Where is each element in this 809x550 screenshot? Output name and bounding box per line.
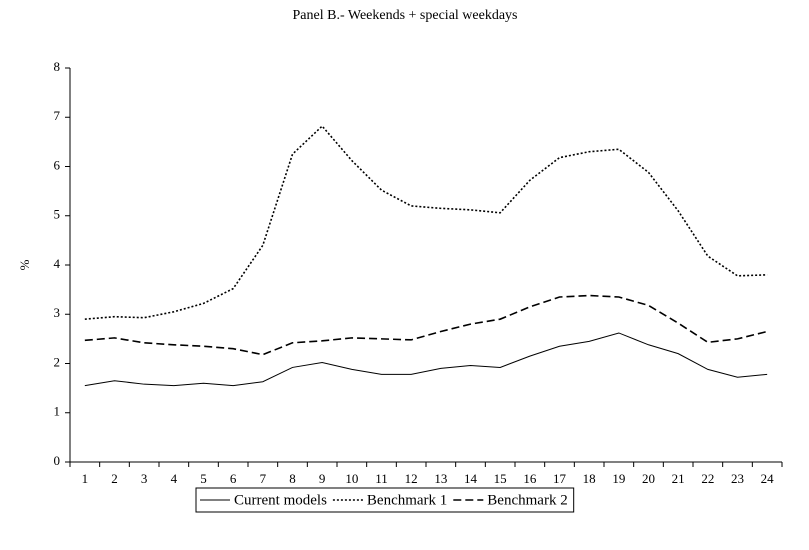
x-tick-label: 5 [200,471,207,486]
y-tick-label: 6 [54,157,61,172]
x-tick-label: 7 [260,471,267,486]
y-tick-label: 3 [54,305,61,320]
legend-label: Current models [234,492,327,508]
x-tick-label: 23 [731,471,744,486]
x-tick-label: 1 [82,471,89,486]
x-tick-label: 14 [464,471,478,486]
x-tick-label: 17 [553,471,567,486]
chart-title: Panel B.- Weekends + special weekdays [293,8,518,23]
series-line [84,124,768,320]
x-tick-label: 15 [494,471,507,486]
y-tick-label: 0 [54,453,61,468]
y-axis-label: % [17,259,32,270]
y-tick-label: 2 [54,354,61,369]
legend-box [195,487,575,513]
x-tick-label: 20 [642,471,655,486]
y-tick-label: 8 [54,59,61,74]
x-tick-label: 22 [701,471,714,486]
x-tick-label: 12 [405,471,418,486]
series-line [84,332,768,387]
x-tick-label: 2 [111,471,118,486]
x-tick-label: 9 [319,471,326,486]
x-tick-label: 6 [230,471,237,486]
y-tick-label: 1 [54,404,61,419]
x-tick-label: 10 [345,471,358,486]
x-tick-label: 16 [523,471,537,486]
x-tick-label: 19 [612,471,625,486]
x-tick-label: 18 [583,471,596,486]
y-tick-label: 7 [54,108,61,123]
x-tick-label: 3 [141,471,148,486]
x-tick-label: 11 [375,471,388,486]
x-tick-label: 21 [672,471,685,486]
x-tick-label: 24 [761,471,775,486]
legend-label: Benchmark 1 [367,492,447,508]
x-tick-label: 13 [434,471,447,486]
y-tick-label: 4 [54,256,61,271]
y-tick-label: 5 [54,207,61,222]
x-tick-label: 4 [171,471,178,486]
legend-label: Benchmark 2 [487,492,567,508]
series-line [84,294,768,356]
x-tick-label: 8 [289,471,296,486]
